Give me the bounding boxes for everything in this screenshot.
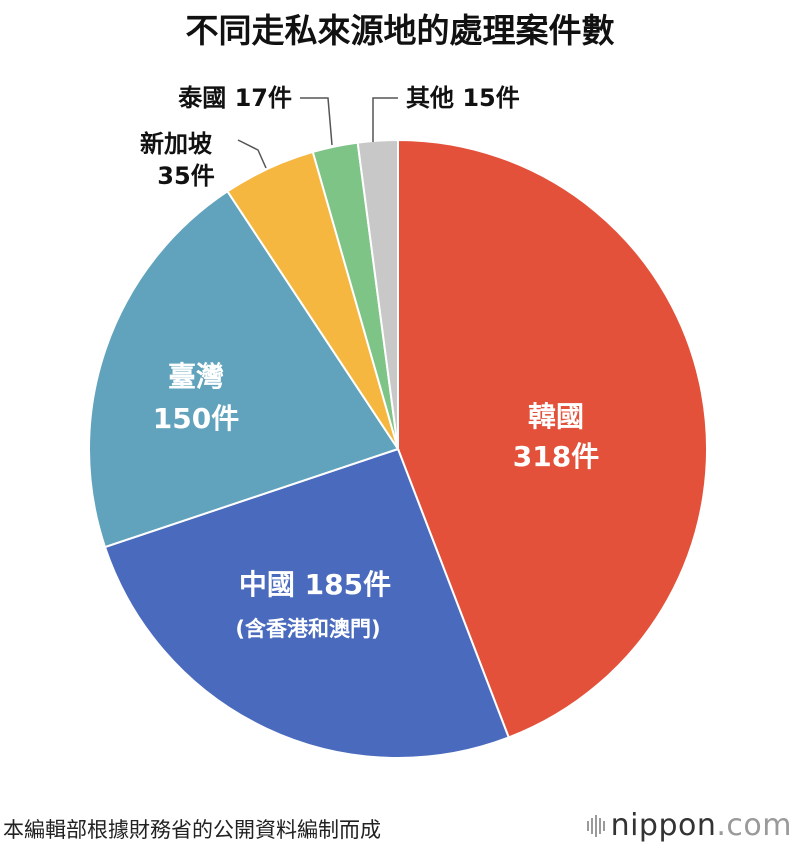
label-other: 其他 15件 [406, 84, 520, 112]
label-korea-value: 318件 [513, 440, 599, 473]
pie-chart: 韓國 318件 中國 185件 (含香港和澳門) 臺灣 150件 新加坡 35件… [88, 84, 708, 760]
label-china: 中國 185件 [239, 568, 391, 601]
footnote: 本編輯部根據財務省的公開資料編制而成 [3, 818, 381, 842]
brand-text: nippon.com [611, 808, 792, 843]
leader-line-other [372, 97, 398, 142]
brand-bars-icon [586, 814, 605, 837]
label-singapore-name: 新加坡 [140, 130, 212, 158]
label-taiwan-value: 150件 [153, 402, 239, 435]
pie-slice-1 [103, 447, 511, 760]
label-korea-name: 韓國 [528, 400, 584, 433]
pie-slice-0 [397, 138, 708, 739]
label-taiwan-name: 臺灣 [168, 360, 224, 393]
leader-line-singapore [237, 139, 267, 169]
label-thailand: 泰國 17件 [178, 84, 292, 112]
chart-title: 不同走私來源地的處理案件數 [185, 11, 615, 50]
label-singapore-value: 35件 [157, 162, 214, 190]
pie-slice-2 [88, 189, 400, 549]
label-china-note: (含香港和澳門) [235, 617, 380, 641]
pie-slices [88, 138, 708, 760]
brand-main: nippon [610, 808, 717, 843]
leader-line-thailand [300, 97, 333, 146]
pie-slice-5 [356, 138, 399, 450]
brand-suffix: .com [716, 808, 792, 843]
brand-logo: nippon.com [586, 808, 792, 843]
leader-lines [237, 97, 398, 169]
